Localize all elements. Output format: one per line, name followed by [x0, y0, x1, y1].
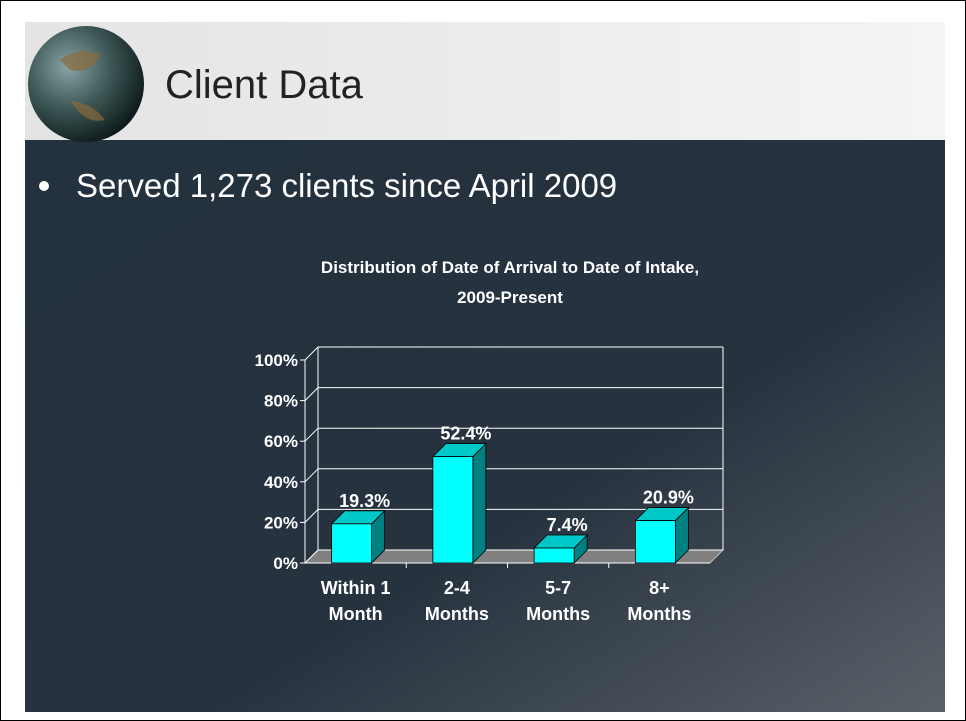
x-tick-label: 2-4 Months [424, 578, 489, 624]
y-tick-label: 40% [264, 473, 298, 492]
globe-icon [28, 26, 144, 142]
side-grid-line [304, 427, 319, 442]
globe-land [60, 51, 105, 121]
content-panel [25, 140, 945, 712]
bar [331, 523, 373, 564]
side-grid-line [304, 509, 319, 523]
y-tick-label: 80% [264, 392, 298, 411]
bar-side [472, 442, 487, 564]
data-label: 52.4% [440, 424, 491, 444]
slide-title: Client Data [165, 63, 364, 107]
side-grid-line [304, 346, 319, 361]
data-label: 19.3% [339, 491, 390, 511]
data-label: 20.9% [643, 488, 694, 508]
bullet-text: Served 1,273 clients since April 2009 [76, 167, 617, 204]
data-label: 7.4% [547, 515, 588, 535]
x-tick-label: Within 1 Month [320, 578, 391, 624]
chart-title: Distribution of Date of Arrival to Date … [321, 258, 699, 277]
y-tick-label: 0% [273, 554, 298, 573]
y-tick-label: 20% [264, 513, 298, 532]
x-tick-label: 8+ Months [627, 578, 692, 624]
bar [634, 520, 676, 564]
side-grid-line [304, 549, 319, 564]
chart-subtitle: 2009-Present [457, 288, 563, 307]
bar [533, 547, 575, 564]
side-grid-line [304, 387, 319, 401]
bullet-dot [39, 181, 49, 191]
bar [432, 456, 474, 564]
y-tick-label: 100% [255, 351, 298, 370]
y-tick-label: 60% [264, 432, 298, 451]
side-grid-line [304, 468, 319, 483]
header-band [25, 22, 945, 140]
x-tick-label: 5-7 Months [526, 578, 591, 624]
